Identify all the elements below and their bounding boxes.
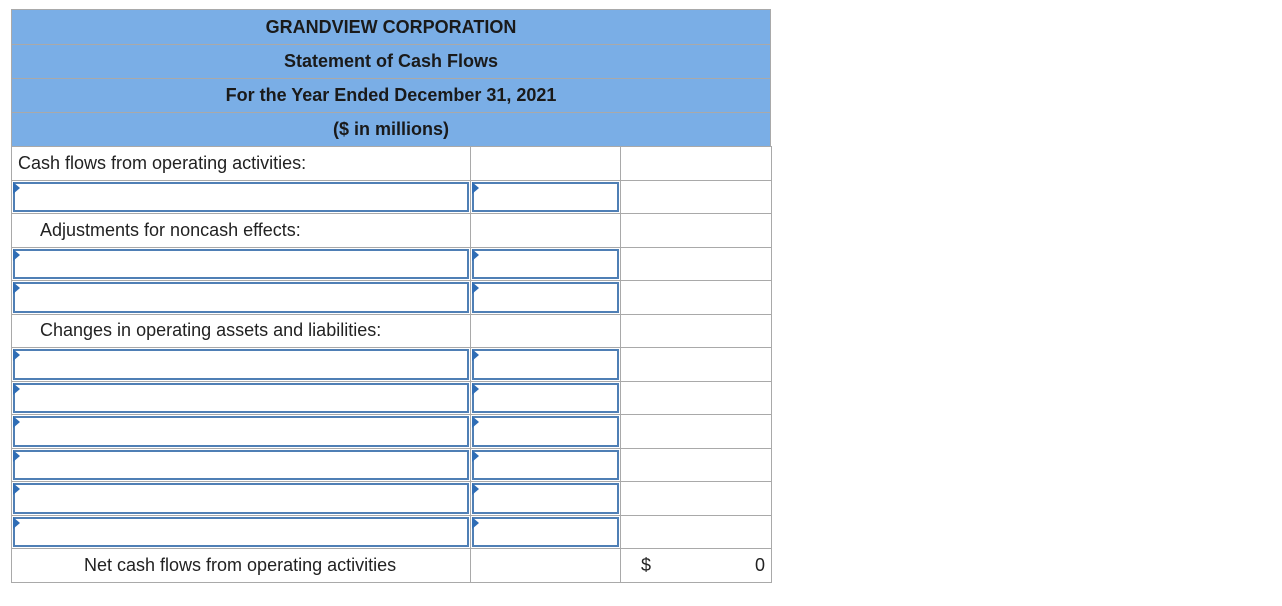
adjustment-input-row bbox=[11, 280, 772, 315]
empty-cell bbox=[620, 347, 772, 382]
description-input-8[interactable] bbox=[13, 483, 469, 514]
amount-input-5[interactable] bbox=[472, 382, 619, 413]
dropdown-marker-icon bbox=[472, 349, 479, 361]
description-input-3[interactable] bbox=[13, 282, 469, 313]
adjustment-input-row bbox=[11, 246, 772, 281]
operating-heading: Cash flows from operating activities: bbox=[18, 152, 307, 173]
dropdown-marker-icon bbox=[13, 483, 20, 495]
amount-input-6[interactable] bbox=[472, 416, 619, 447]
dropdown-marker-icon bbox=[472, 449, 479, 462]
dropdown-marker-icon bbox=[13, 349, 20, 361]
company-name: GRANDVIEW CORPORATION bbox=[11, 9, 771, 44]
empty-cell bbox=[620, 280, 772, 315]
empty-cell bbox=[620, 414, 772, 449]
dropdown-marker-icon bbox=[472, 382, 479, 395]
change-input-row bbox=[11, 414, 772, 449]
change-input-row bbox=[11, 347, 772, 382]
statement-units: ($ in millions) bbox=[11, 112, 771, 146]
dropdown-marker-icon bbox=[13, 181, 20, 194]
empty-cell bbox=[620, 246, 772, 281]
description-input-7[interactable] bbox=[13, 449, 469, 480]
dropdown-marker-icon bbox=[13, 248, 20, 261]
dropdown-marker-icon bbox=[13, 282, 20, 294]
empty-cell bbox=[620, 213, 772, 248]
adjustments-heading: Adjustments for noncash effects: bbox=[40, 219, 301, 240]
change-input-row bbox=[11, 481, 772, 516]
empty-cell bbox=[620, 514, 772, 549]
net-cash-total: $ 0 bbox=[621, 549, 771, 582]
cash-flow-statement: GRANDVIEW CORPORATION Statement of Cash … bbox=[11, 9, 772, 583]
adjustments-heading-row: Adjustments for noncash effects: bbox=[11, 213, 772, 248]
empty-cell bbox=[620, 313, 772, 348]
amount-input-2[interactable] bbox=[472, 248, 619, 279]
description-input-9[interactable] bbox=[13, 516, 469, 547]
empty-cell bbox=[620, 380, 772, 415]
statement-grid: Cash flows from operating activities: Ad… bbox=[11, 146, 772, 583]
dropdown-marker-icon bbox=[472, 416, 479, 428]
amount-input-3[interactable] bbox=[472, 282, 619, 313]
description-input-2[interactable] bbox=[13, 248, 469, 279]
description-input-4[interactable] bbox=[13, 349, 469, 380]
dropdown-marker-icon bbox=[472, 282, 479, 294]
amount-input-8[interactable] bbox=[472, 483, 619, 514]
empty-cell bbox=[620, 481, 772, 516]
change-input-row bbox=[11, 514, 772, 549]
dropdown-marker-icon bbox=[472, 483, 479, 495]
dropdown-marker-icon bbox=[13, 416, 20, 428]
dropdown-marker-icon bbox=[13, 449, 20, 462]
empty-cell bbox=[470, 548, 621, 583]
change-input-row bbox=[11, 380, 772, 415]
net-cash-value: 0 bbox=[754, 554, 765, 575]
empty-cell bbox=[470, 213, 621, 248]
description-input-6[interactable] bbox=[13, 416, 469, 447]
statement-period: For the Year Ended December 31, 2021 bbox=[11, 78, 771, 112]
operating-heading-row: Cash flows from operating activities: bbox=[11, 146, 772, 181]
dropdown-marker-icon bbox=[13, 516, 20, 529]
empty-cell bbox=[620, 179, 772, 214]
operating-input-row bbox=[11, 179, 772, 214]
empty-cell bbox=[620, 146, 772, 181]
empty-cell bbox=[470, 313, 621, 348]
amount-input-1[interactable] bbox=[472, 181, 619, 212]
dropdown-marker-icon bbox=[13, 382, 20, 395]
dropdown-marker-icon bbox=[472, 248, 479, 261]
statement-title: Statement of Cash Flows bbox=[11, 44, 771, 78]
amount-input-4[interactable] bbox=[472, 349, 619, 380]
empty-cell bbox=[620, 447, 772, 482]
changes-heading: Changes in operating assets and liabilit… bbox=[40, 320, 382, 341]
dropdown-marker-icon bbox=[472, 516, 479, 529]
changes-heading-row: Changes in operating assets and liabilit… bbox=[11, 313, 772, 348]
amount-input-7[interactable] bbox=[472, 449, 619, 480]
amount-input-9[interactable] bbox=[472, 516, 619, 547]
description-input-5[interactable] bbox=[13, 382, 469, 413]
description-input-1[interactable] bbox=[13, 181, 469, 212]
change-input-row bbox=[11, 447, 772, 482]
empty-cell bbox=[470, 146, 621, 181]
net-cash-label: Net cash flows from operating activities bbox=[84, 554, 397, 575]
net-total-row: Net cash flows from operating activities… bbox=[11, 548, 772, 583]
dropdown-marker-icon bbox=[472, 181, 479, 194]
currency-symbol: $ bbox=[641, 554, 652, 575]
